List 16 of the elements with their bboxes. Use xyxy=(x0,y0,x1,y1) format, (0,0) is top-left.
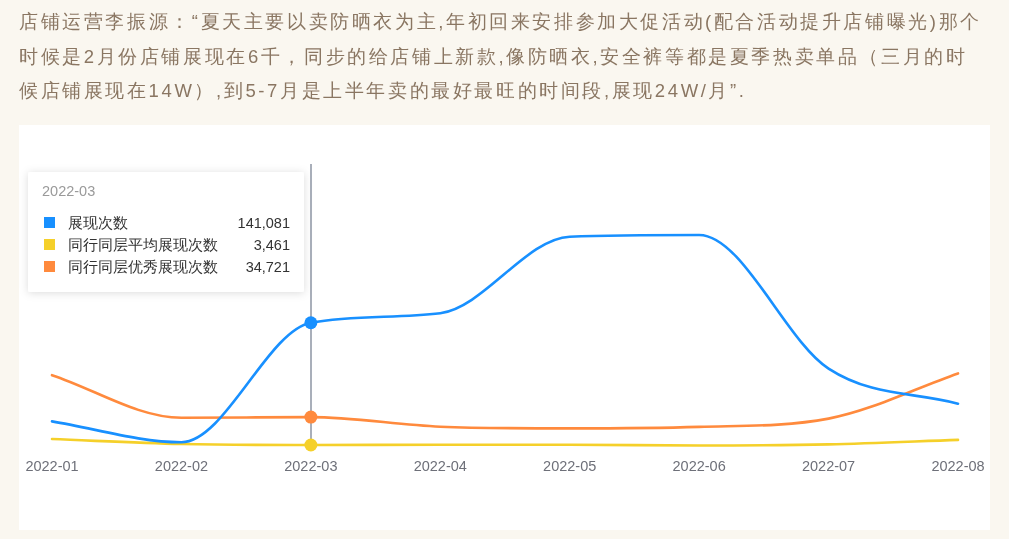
annotation: 34,721 xyxy=(245,259,290,275)
annotation: 3,461 xyxy=(253,237,290,253)
legend-label: 展现次数 xyxy=(68,215,128,231)
x-tick-label: 2022-03 xyxy=(284,458,338,474)
x-tick-label: 2022-05 xyxy=(543,458,597,474)
x-tick-label: 2022-02 xyxy=(154,458,209,474)
x-tick-label: 2022-06 xyxy=(672,458,726,474)
x-tick-label: 2022-08 xyxy=(931,458,985,474)
annotation: 141,081 xyxy=(237,215,290,231)
legend-label: 同行同层优秀展现次数 xyxy=(68,259,218,275)
x-tick-label: 2022-01 xyxy=(25,458,79,474)
x-tick-label: 2022-07 xyxy=(801,458,856,474)
x-tick-label: 2022-04 xyxy=(413,458,467,474)
title: 店铺运营李振源：“夏天主要以卖防晒衣为主,年初回来安排参加大促活动(配合活动提升店铺曝光)那个时候是2月份店铺展现在6千，同步的给店铺上新款,像防晒衣,安全裤等都是夏季热卖单品（三月的时候店铺展现在14W）,到5-7月是上半年卖的最好最旺的时间段,展现24W/月”. xyxy=(19,11,982,101)
legend-title: 2022-03 xyxy=(42,183,96,199)
legend-label: 同行同层平均展现次数 xyxy=(68,237,218,253)
